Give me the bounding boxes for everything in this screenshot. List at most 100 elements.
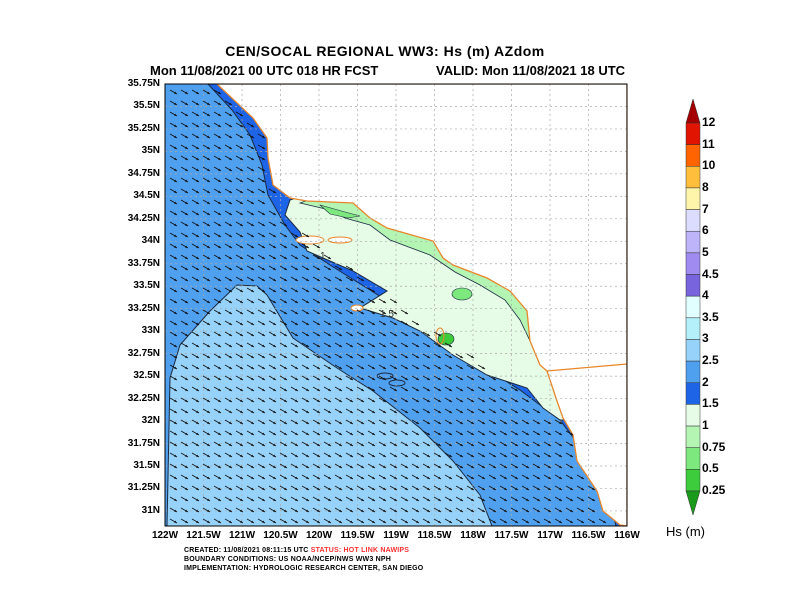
lat-tick-label: 31.75N bbox=[127, 437, 160, 449]
arrow-head-icon bbox=[240, 179, 243, 182]
arrow-head-icon bbox=[339, 410, 342, 413]
arrow-head-icon bbox=[449, 476, 452, 479]
arrow-head-icon bbox=[229, 234, 232, 237]
arrow-head-icon bbox=[207, 509, 210, 512]
arrow-head-icon bbox=[218, 179, 221, 182]
colorbar-label: 1 bbox=[702, 418, 709, 433]
arrow-head-icon bbox=[394, 498, 397, 501]
arrow-head-icon bbox=[251, 454, 254, 457]
arrow-head-icon bbox=[328, 344, 331, 347]
lon-tick-label: 118W bbox=[460, 530, 486, 541]
arrow-head-icon bbox=[185, 322, 188, 325]
lat-tick-label: 35N bbox=[141, 145, 160, 157]
arrow-head-icon bbox=[339, 355, 342, 358]
arrow-head-icon bbox=[306, 311, 309, 314]
arrow-head-icon bbox=[295, 377, 298, 380]
arrow-head-icon bbox=[262, 487, 265, 490]
arrow-head-icon bbox=[273, 278, 276, 281]
arrow-head-icon bbox=[185, 91, 188, 94]
arrow-head-icon bbox=[339, 267, 342, 270]
lat-tick-label: 33N bbox=[141, 325, 160, 337]
arrow-head-icon bbox=[460, 399, 463, 402]
arrow-head-icon bbox=[174, 289, 177, 292]
arrow-head-icon bbox=[218, 113, 221, 116]
arrow-head-icon bbox=[262, 498, 265, 501]
arrow-head-icon bbox=[295, 300, 298, 303]
arrow-head-icon bbox=[196, 465, 199, 468]
arrow-head-icon bbox=[460, 355, 463, 358]
arrow-head-icon bbox=[537, 465, 540, 468]
arrow-head-icon bbox=[405, 388, 408, 391]
arrow-head-icon bbox=[493, 377, 496, 380]
arrow-head-icon bbox=[372, 454, 375, 457]
arrow-head-icon bbox=[185, 443, 188, 446]
arrow-head-icon bbox=[273, 223, 276, 226]
arrow-head-icon bbox=[471, 410, 474, 413]
arrow-head-icon bbox=[174, 333, 177, 336]
arrow-head-icon bbox=[196, 333, 199, 336]
arrow-head-icon bbox=[185, 267, 188, 270]
arrow-head-icon bbox=[383, 311, 386, 314]
lon-tick-label: 119.5W bbox=[340, 530, 375, 541]
arrow-head-icon bbox=[185, 245, 188, 248]
arrow-head-icon bbox=[372, 498, 375, 501]
arrow-head-icon bbox=[526, 520, 529, 523]
arrow-head-icon bbox=[570, 465, 573, 468]
arrow-head-icon bbox=[328, 432, 331, 435]
arrow-head-icon bbox=[361, 344, 364, 347]
arrow-head-icon bbox=[306, 388, 309, 391]
colorbar-title: Hs (m) bbox=[666, 524, 705, 539]
island-santa-cruz bbox=[327, 236, 353, 244]
arrow-head-icon bbox=[570, 443, 573, 446]
arrow-head-icon bbox=[262, 322, 265, 325]
arrow-head-icon bbox=[460, 421, 463, 424]
arrow-head-icon bbox=[328, 454, 331, 457]
arrow-head-icon bbox=[207, 278, 210, 281]
arrow-head-icon bbox=[284, 509, 287, 512]
arrow-head-icon bbox=[350, 454, 353, 457]
arrow-head-icon bbox=[174, 311, 177, 314]
colorbar-label: 2 bbox=[702, 374, 709, 389]
arrow-head-icon bbox=[251, 267, 254, 270]
arrow-head-icon bbox=[328, 377, 331, 380]
arrow-head-icon bbox=[295, 421, 298, 424]
colorbar-label: 1.5 bbox=[702, 396, 719, 411]
arrow-head-icon bbox=[317, 344, 320, 347]
arrow-head-icon bbox=[581, 487, 584, 490]
arrow-head-icon bbox=[174, 322, 177, 325]
arrow-head-icon bbox=[449, 520, 452, 523]
colorbar-segment bbox=[685, 166, 701, 189]
arrow-head-icon bbox=[185, 498, 188, 501]
arrow-head-icon bbox=[405, 498, 408, 501]
arrow-head-icon bbox=[240, 278, 243, 281]
arrow-head-icon bbox=[559, 509, 562, 512]
arrow-head-icon bbox=[372, 432, 375, 435]
arrow-head-icon bbox=[284, 366, 287, 369]
arrow-head-icon bbox=[218, 91, 221, 94]
arrow-head-icon bbox=[207, 344, 210, 347]
arrow-head-icon bbox=[438, 432, 441, 435]
arrow-head-icon bbox=[350, 399, 353, 402]
arrow-head-icon bbox=[218, 377, 221, 380]
arrow-head-icon bbox=[361, 388, 364, 391]
arrow-head-icon bbox=[229, 102, 232, 105]
arrow-head-icon bbox=[361, 300, 364, 303]
arrow-head-icon bbox=[229, 289, 232, 292]
arrow-head-icon bbox=[339, 366, 342, 369]
arrow-head-icon bbox=[394, 410, 397, 413]
arrow-head-icon bbox=[328, 300, 331, 303]
arrow-head-icon bbox=[251, 245, 254, 248]
arrow-head-icon bbox=[350, 410, 353, 413]
arrow-head-icon bbox=[262, 146, 265, 149]
arrow-head-icon bbox=[174, 465, 177, 468]
arrow-head-icon bbox=[438, 465, 441, 468]
arrow-head-icon bbox=[306, 476, 309, 479]
arrow-head-icon bbox=[339, 322, 342, 325]
arrow-head-icon bbox=[229, 278, 232, 281]
arrow-head-icon bbox=[185, 179, 188, 182]
arrow-head-icon bbox=[207, 377, 210, 380]
arrow-head-icon bbox=[262, 234, 265, 237]
arrow-head-icon bbox=[427, 410, 430, 413]
arrow-head-icon bbox=[185, 311, 188, 314]
arrow-head-icon bbox=[262, 399, 265, 402]
